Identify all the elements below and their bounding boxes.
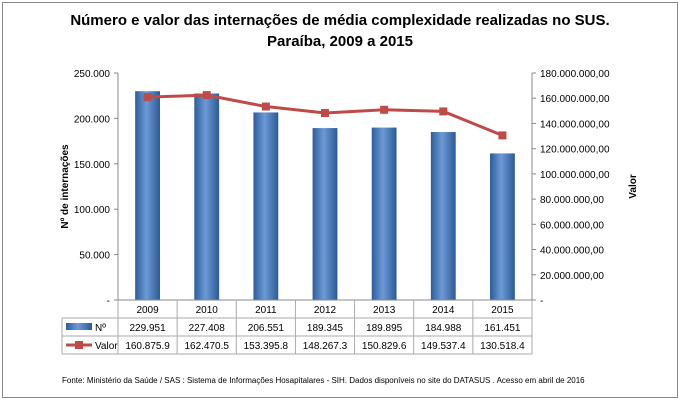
valor-marker-2012 xyxy=(321,109,329,118)
valor-marker-2014 xyxy=(439,107,448,116)
bar-2010 xyxy=(194,93,220,300)
table-value-valor: 153.395.8 xyxy=(244,341,289,352)
table-value-valor: 130.518.4 xyxy=(480,341,525,352)
table-value-n: 227.408 xyxy=(189,323,226,334)
valor-marker-2010 xyxy=(202,91,211,100)
left-tick-label: 150.000 xyxy=(74,160,111,171)
bar-2012 xyxy=(312,128,338,300)
bar-2014 xyxy=(430,132,456,300)
right-tick-label: 80.000.000,00 xyxy=(540,195,604,206)
bar-2009 xyxy=(135,91,160,300)
right-tick-label: 120.000.000,00 xyxy=(540,145,610,156)
chart-title-block: Número e valor das internações de média … xyxy=(0,10,680,52)
valor-marker-2013 xyxy=(380,105,389,114)
left-tick-label: 50.000 xyxy=(79,251,110,262)
legend-marker-key xyxy=(75,341,83,349)
table-value-n: 229.951 xyxy=(129,323,166,334)
table-value-n: 189.345 xyxy=(307,323,344,334)
bar-2015 xyxy=(490,153,515,300)
category-label: 2010 xyxy=(196,305,219,316)
table-value-valor: 162.470.5 xyxy=(184,341,229,352)
table-value-n: 189.895 xyxy=(366,323,403,334)
legend-label-valor: Valor xyxy=(95,341,118,352)
category-label: 2011 xyxy=(255,305,277,316)
valor-marker-2009 xyxy=(143,93,152,102)
valor-marker-2011 xyxy=(261,102,270,111)
bar-2013 xyxy=(371,127,397,300)
category-label: 2015 xyxy=(491,305,514,316)
category-label: 2014 xyxy=(432,305,455,316)
right-tick-label: 20.000.000,00 xyxy=(540,271,604,282)
left-tick-label: 100.000 xyxy=(74,205,111,216)
right-axis-title: Valor xyxy=(628,174,639,199)
left-tick-label: 250.000 xyxy=(74,69,111,80)
legend-label-n: Nº xyxy=(95,323,106,334)
table-value-n: 206.551 xyxy=(248,323,285,334)
table-value-valor: 148.267.3 xyxy=(303,341,348,352)
right-tick-label: 100.000.000,00 xyxy=(540,170,610,181)
legend-bar-key xyxy=(66,323,92,330)
table-value-n: 161.451 xyxy=(484,323,521,334)
left-tick-label: 200.000 xyxy=(74,114,111,125)
table-value-valor: 149.537.4 xyxy=(421,341,466,352)
table-value-valor: 160.875.9 xyxy=(125,341,170,352)
right-tick-label: 160.000.000,00 xyxy=(540,94,610,105)
right-tick-label: 60.000.000,00 xyxy=(540,220,604,231)
source-note: Fonte: Ministério da Saúde / SAS : Siste… xyxy=(62,376,585,385)
table-value-valor: 150.829.6 xyxy=(362,341,407,352)
left-axis-title: Nº de internações xyxy=(60,144,71,229)
left-tick-label: - xyxy=(107,296,110,307)
right-tick-label: 180.000.000,00 xyxy=(540,69,610,80)
chart-title: Número e valor das internações de média … xyxy=(70,12,610,29)
chart-subtitle: Paraíba, 2009 a 2015 xyxy=(267,33,413,50)
right-tick-label: 140.000.000,00 xyxy=(540,119,610,130)
category-label: 2013 xyxy=(373,305,396,316)
table-value-n: 184.988 xyxy=(425,323,462,334)
right-tick-label: 40.000.000,00 xyxy=(540,246,604,257)
right-tick-label: - xyxy=(540,296,543,307)
category-label: 2012 xyxy=(314,305,337,316)
category-label: 2009 xyxy=(136,305,159,316)
valor-marker-2015 xyxy=(498,131,507,140)
bar-2011 xyxy=(253,112,279,300)
